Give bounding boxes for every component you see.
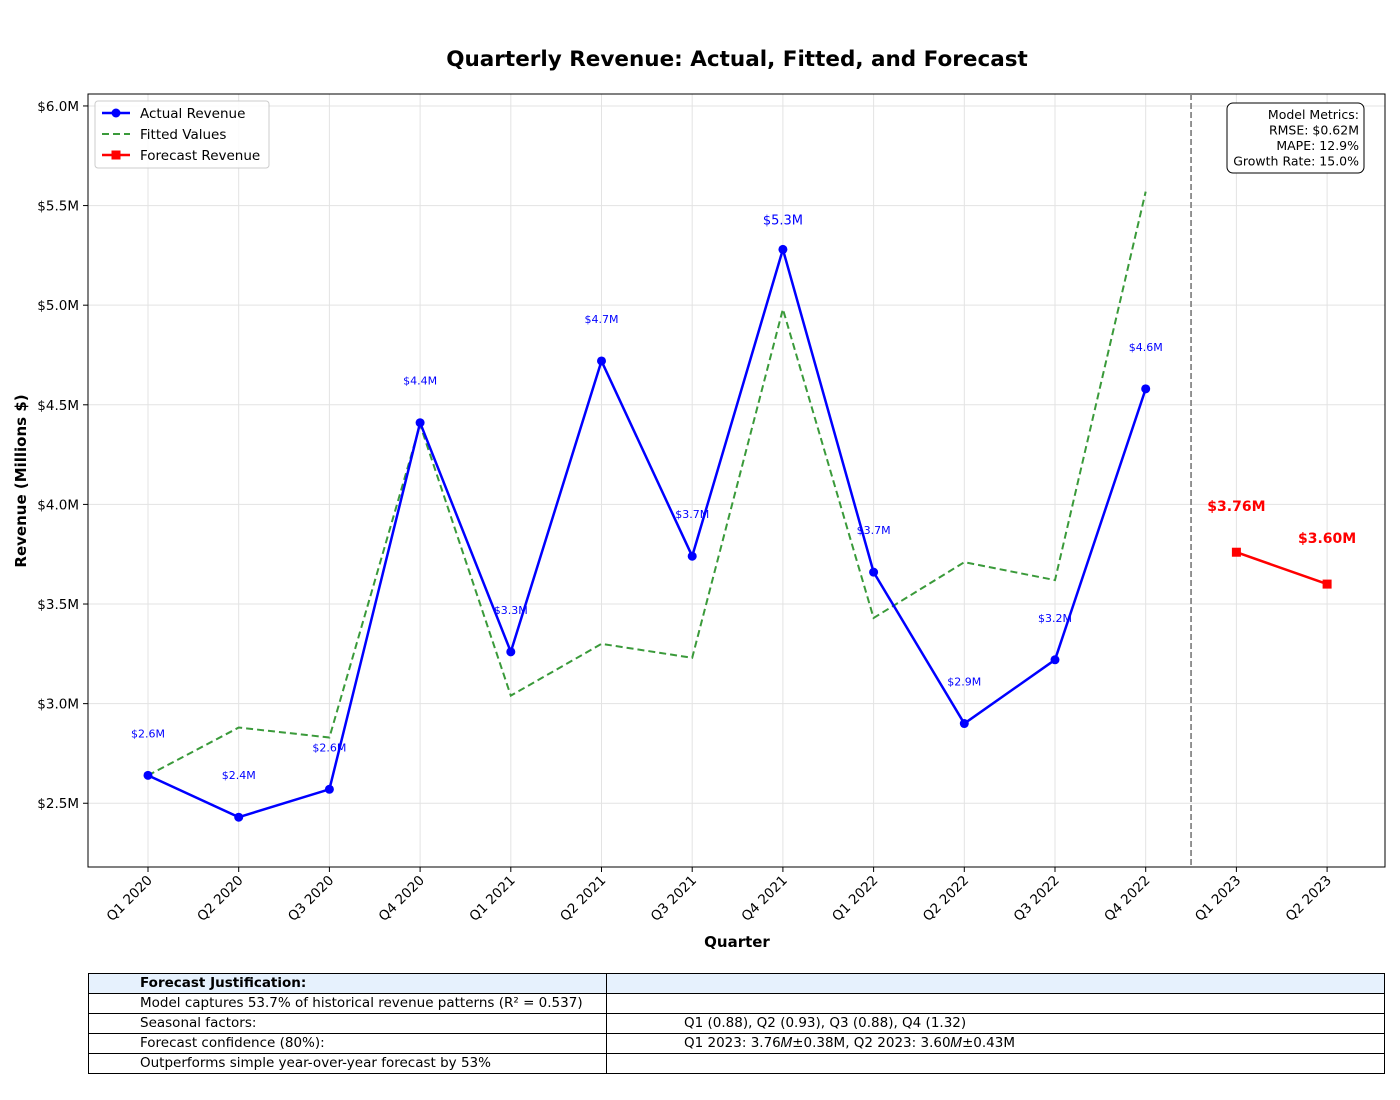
x-tick-label: Q1 2023 [1192,873,1244,925]
actual-revenue-label: $4.6M [1129,341,1163,354]
forecast-revenue-line [1235,551,1328,586]
x-tick-label: Q3 2020 [285,873,337,925]
table-row-label: Forecast confidence (80%): [88,1033,607,1054]
x-tick-label: Q2 2022 [920,873,972,925]
fitted-values-line [147,191,1147,777]
legend-swatch-marker [111,150,121,160]
y-tick-label: $6.0M [37,99,79,115]
metrics-line: Model Metrics: [1268,107,1359,122]
metrics-line: MAPE: 12.9% [1276,138,1359,153]
table-row: Model captures 53.7% of historical reven… [88,993,1385,1014]
table-row: Seasonal factors: Q1 (0.88), Q2 (0.93), … [88,1013,1385,1034]
table-row: Outperforms simple year-over-year foreca… [88,1053,1385,1074]
data-labels: $2.6M $2.4M $2.6M $4.4M $3.3M $4.7M $3.7M $5.3M… [131,213,1356,782]
y-tick-label: $2.5M [37,796,79,812]
actual-revenue-label: $2.4M [222,769,256,782]
table-row-value: Q1 (0.88), Q2 (0.93), Q3 (0.88), Q4 (1.3… [606,1013,1385,1034]
actual-revenue-point [143,770,153,780]
legend-swatch-marker [111,108,121,118]
y-tick-label: $3.0M [37,697,79,713]
actual-revenue-point [234,812,244,822]
forecast-justification-table: Forecast Justification: Model captures 5… [88,973,1385,1074]
actual-revenue-label: $2.6M [312,741,346,754]
x-tick-label: Q2 2023 [1283,873,1335,925]
forecast-revenue-label: $3.76M [1207,499,1265,515]
x-tick-label: Q2 2021 [557,873,609,925]
actual-revenue-label: $3.2M [1038,612,1072,625]
x-tick-label: Q1 2022 [829,873,881,925]
forecast-revenue-label: $3.60M [1298,531,1356,547]
metrics-line: RMSE: $0.62M [1269,123,1359,138]
actual-revenue-point [415,418,425,428]
x-tick-label: Q4 2021 [738,873,790,925]
table-row-value [606,993,1385,1014]
x-tick-label: Q3 2022 [1011,873,1063,925]
x-axis-label: Quarter [704,933,770,951]
x-tick-label: Q1 2020 [104,873,156,925]
metrics-line: Growth Rate: 15.0% [1233,154,1359,169]
legend-frame [94,100,270,169]
actual-revenue-line [147,244,1147,819]
table-row-label: Seasonal factors: [88,1013,607,1034]
y-tick-label: $4.5M [37,398,79,414]
actual-revenue-point [1050,655,1060,665]
y-axis-label: Revenue (Millions $) [12,394,30,567]
y-tick-label: $3.5M [37,597,79,613]
legend-entry-label: Fitted Values [140,127,226,143]
legend-entry-label: Forecast Revenue [140,148,260,164]
x-tick-label: Q4 2022 [1101,873,1153,925]
actual-revenue-point [959,719,969,729]
grid [88,94,1385,867]
actual-revenue-point [506,647,516,657]
chart-canvas: Quarterly Revenue: Actual, Fitted, and F… [12,47,1386,951]
actual-revenue-label: $2.9M [947,676,981,689]
actual-revenue-point [778,244,788,254]
axes: $2.5M $3.0M $3.5M $4.0M $4.5M $5.0M $5.5M $6.0M… [37,93,1386,925]
actual-revenue-point [687,551,697,561]
table-row-label: Outperforms simple year-over-year foreca… [88,1053,607,1074]
x-tick-label: Q2 2020 [194,873,246,925]
actual-revenue-point [597,356,606,366]
actual-revenue-label: $4.7M [585,313,619,326]
table-row-value: Q1 2023: 3.76𝑀±0.38M, Q2 2023: 3.60𝑀±0.4… [606,1033,1385,1054]
table-header-cell: Forecast Justification: [88,973,607,994]
legend-entry-label: Actual Revenue [140,106,245,122]
forecast-revenue-point [1322,579,1332,589]
actual-revenue-point [869,567,879,577]
metrics-box-frame [1226,102,1365,174]
actual-revenue-point [1141,384,1151,394]
legend: Actual Revenue Fitted Values Forecast Reve… [94,100,270,169]
series [143,191,1332,822]
table-row-label: Model captures 53.7% of historical reven… [88,993,607,1014]
actual-revenue-label: $5.3M [763,213,803,228]
forecast-revenue-point [1231,547,1241,557]
y-tick-label: $4.0M [37,497,79,513]
y-tick-label: $5.0M [37,298,79,314]
x-tick-label: Q3 2021 [648,873,700,925]
table-row-value [606,1053,1385,1074]
table-row: Forecast confidence (80%): Q1 2023: 3.76… [88,1033,1385,1054]
actual-revenue-label: $3.3M [494,604,528,617]
x-tick-label: Q1 2021 [466,873,518,925]
plot-frame [87,93,1386,868]
table-header-empty-cell [606,973,1385,994]
x-tick-label: Q4 2020 [376,873,428,925]
actual-revenue-point [324,784,334,794]
actual-revenue-label: $4.4M [403,375,437,388]
actual-revenue-label: $3.7M [857,524,891,537]
actual-revenue-label: $2.6M [131,727,165,740]
table-header-row: Forecast Justification: [88,973,1385,994]
actual-revenue-label: $3.7M [675,508,709,521]
y-tick-label: $5.5M [37,199,79,215]
chart-title: Quarterly Revenue: Actual, Fitted, and F… [446,47,1028,72]
